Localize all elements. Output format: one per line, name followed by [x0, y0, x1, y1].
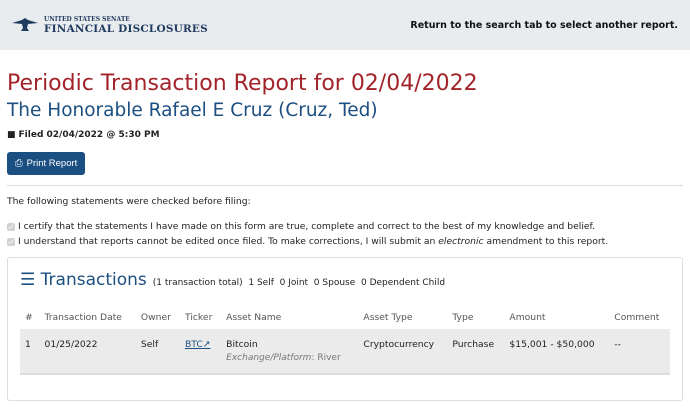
col-type: Type	[452, 312, 474, 323]
asset-platform: Exchange/Platform: River	[226, 353, 353, 363]
col-asset-type: Asset Type	[363, 312, 413, 323]
cell-num: 1	[20, 329, 40, 375]
logo-line1: UNITED STATES SENATE	[44, 15, 130, 23]
statement-2-part1: I understand that reports cannot be edit…	[18, 236, 439, 247]
cell-ticker: BTC↗	[180, 329, 222, 375]
platform-value: : River	[311, 353, 341, 363]
statement-2-emphasis: electronic	[438, 236, 484, 247]
eagle-icon	[12, 18, 38, 31]
col-comment: Comment	[614, 312, 660, 323]
senate-logo[interactable]: UNITED STATES SENATE FINANCIAL DISCLOSURE…	[12, 16, 208, 35]
col-ticker: Ticker	[185, 312, 213, 323]
site-header: UNITED STATES SENATE FINANCIAL DISCLOSURE…	[0, 0, 690, 50]
statements-intro: The following statements were checked be…	[7, 196, 251, 207]
list-icon: ☰	[20, 270, 36, 290]
return-link[interactable]: Return to the search tab to select anoth…	[410, 19, 678, 31]
statement-2-part2: amendment to this report.	[483, 236, 609, 247]
cell-owner: Self	[135, 329, 180, 375]
transactions-title: Transactions	[40, 270, 147, 290]
cell-date: 01/25/2022	[39, 329, 136, 375]
cell-comment: --	[609, 329, 670, 375]
folder-icon: ■	[7, 130, 16, 140]
report-title: Periodic Transaction Report for 02/04/20…	[7, 71, 478, 96]
print-report-button[interactable]: ⎙ Print Report	[7, 152, 86, 175]
cell-amount: $15,001 - $50,000	[504, 329, 610, 375]
platform-label: Exchange/Platform	[226, 353, 312, 363]
statement-1-checkbox	[7, 222, 15, 231]
print-icon: ⎙	[15, 158, 23, 169]
col-amount: Amount	[509, 312, 546, 323]
asset-name: Bitcoin	[226, 339, 258, 350]
statement-1-text: I certify that the statements I have mad…	[18, 221, 596, 232]
col-num: #	[25, 312, 33, 323]
cell-type: Purchase	[447, 329, 505, 375]
transactions-table: # Transaction Date Owner Ticker Asset Na…	[20, 306, 670, 375]
ticker-text: BTC	[185, 339, 203, 350]
col-owner: Owner	[140, 312, 171, 323]
transactions-summary: (1 transaction total) 1 Self 0 Joint 0 S…	[152, 278, 446, 288]
table-row: 1 01/25/2022 Self BTC↗ Bitcoin Exchange/P…	[20, 329, 670, 375]
cell-asset-name: Bitcoin Exchange/Platform: River	[221, 329, 359, 375]
statement-2: I understand that reports cannot be edit…	[7, 236, 683, 247]
external-link-icon: ↗	[202, 339, 211, 350]
statement-1: I certify that the statements I have mad…	[7, 221, 683, 232]
filer-name: The Honorable Rafael E Cruz (Cruz, Ted)	[7, 100, 378, 121]
cell-asset-type: Cryptocurrency	[358, 329, 448, 375]
filed-date: ■ Filed 02/04/2022 @ 5:30 PM	[7, 130, 683, 140]
logo-line2: FINANCIAL DISCLOSURES	[44, 22, 208, 35]
filed-text: Filed 02/04/2022 @ 5:30 PM	[18, 130, 160, 140]
transactions-card: ☰ Transactions (1 transaction total) 1 S…	[7, 257, 683, 401]
ticker-link[interactable]: BTC↗	[185, 339, 211, 350]
statement-2-text: I understand that reports cannot be edit…	[18, 236, 608, 247]
print-label: Print Report	[26, 158, 78, 169]
transactions-heading: ☰ Transactions	[20, 270, 147, 290]
statement-2-checkbox	[7, 237, 15, 246]
col-date: Transaction Date	[44, 312, 122, 323]
divider	[7, 185, 683, 186]
col-asset-name: Asset Name	[226, 312, 282, 323]
